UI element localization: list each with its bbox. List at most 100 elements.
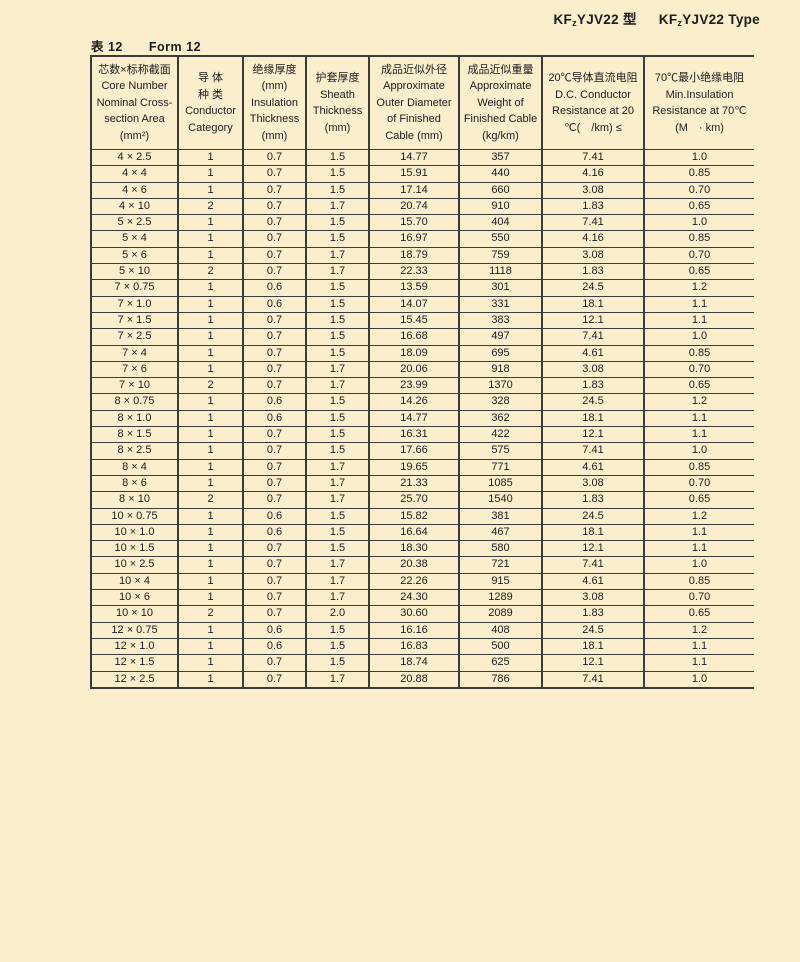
table-cell: 497	[459, 328, 543, 346]
table-cell: 0.6	[243, 410, 307, 428]
table-cell: 0.70	[644, 247, 754, 265]
table-cell: 1.1	[644, 296, 754, 313]
column-header-line: Nominal Cross-	[96, 96, 173, 109]
table-cell: 25.70	[369, 491, 460, 509]
table-cell: 24.5	[542, 393, 645, 411]
column-header-line: (mm)	[261, 129, 288, 142]
column-header-line: 70℃最小绝缘电阻	[654, 72, 745, 84]
table-cell: 1	[178, 410, 244, 428]
table-cell: 8 × 6	[91, 475, 179, 493]
column-header-line: Outer Diameter	[376, 96, 452, 109]
table-cell: 1.5	[306, 345, 370, 362]
column-header-line: 种 类	[197, 88, 224, 101]
table-cell: 18.09	[369, 345, 460, 362]
table-cell: 0.7	[243, 459, 307, 476]
table-cell: 1.5	[306, 393, 370, 411]
table-cell: 0.7	[243, 230, 307, 248]
table-cell: 4 × 10	[91, 198, 179, 216]
table-cell: 1.2	[644, 393, 754, 411]
table-cell: 1.0	[644, 671, 754, 689]
table-cell: 0.70	[644, 182, 754, 199]
table-cell: 24.5	[542, 508, 645, 525]
table-cell: 4.61	[542, 345, 645, 362]
table-row: 10 × 10 2 0.7 2.0 30.60 2089 1.83 0.65	[91, 605, 754, 623]
table-cell: 12.1	[542, 426, 645, 444]
table-cell: 5 × 4	[91, 230, 179, 248]
table-cell: 550	[459, 230, 543, 248]
table-cell: 1	[178, 345, 244, 362]
header-row: 芯数×标称截面 Core Number Nominal Cross-section …	[91, 56, 754, 150]
table-cell: 1.5	[306, 622, 370, 639]
table-cell: 0.7	[243, 605, 307, 623]
table-cell: 8 × 2.5	[91, 442, 179, 460]
table-cell: 10 × 2.5	[91, 556, 179, 574]
table-cell: 1	[178, 459, 244, 476]
table-cell: 1	[178, 556, 244, 574]
table-cell: 1	[178, 638, 244, 656]
table-cell: 0.85	[644, 165, 754, 183]
table-cell: 7 × 1.0	[91, 296, 179, 313]
table-cell: 1.83	[542, 263, 645, 281]
column-header-line: (mm)	[324, 121, 351, 134]
table-cell: 4 × 4	[91, 165, 179, 183]
table-cell: 1.1	[644, 410, 754, 428]
table-cell: 2	[178, 491, 244, 509]
table-cell: 771	[459, 459, 543, 476]
table-cell: 1	[178, 671, 244, 689]
table-cell: 1370	[459, 377, 543, 395]
table-cell: 1.0	[644, 556, 754, 574]
column-header-line: Category	[188, 121, 233, 134]
table-row: 12 × 2.5 1 0.7 1.7 20.88 786 7.41 1.0	[91, 671, 754, 689]
table-cell: 0.85	[644, 459, 754, 476]
table-cell: 0.85	[644, 230, 754, 248]
table-cell: 3.08	[542, 589, 645, 607]
table-cell: 660	[459, 182, 543, 199]
table-cell: 2	[178, 377, 244, 395]
table-cell: 15.45	[369, 312, 460, 330]
table-cell: 7.41	[542, 556, 645, 574]
column-header-line: Finished Cable	[463, 113, 538, 126]
table-cell: 14.77	[369, 410, 460, 428]
table-cell: 3.08	[542, 361, 645, 379]
table-cell: 1.5	[306, 508, 370, 525]
table-cell: 1	[178, 361, 244, 379]
table-cell: 0.65	[644, 491, 754, 509]
table-row: 5 × 6 1 0.7 1.7 18.79 759 3.08 0.70	[91, 247, 754, 265]
table-cell: 7 × 6	[91, 361, 179, 379]
table-cell: 1.2	[644, 622, 754, 639]
table-cell: 328	[459, 393, 543, 411]
table-row: 8 × 2.5 1 0.7 1.5 17.66 575 7.41 1.0	[91, 442, 754, 460]
table-cell: 1.7	[306, 198, 370, 216]
table-cell: 440	[459, 165, 543, 183]
table-cell: 1	[178, 540, 244, 558]
column-header-line: Approximate	[469, 80, 532, 93]
table-cell: 23.99	[369, 377, 460, 395]
table-cell: 16.97	[369, 230, 460, 248]
table-cell: 18.79	[369, 247, 460, 265]
table-cell: 1118	[459, 263, 543, 281]
table-cell: 1	[178, 214, 244, 232]
table-cell: 14.77	[369, 149, 460, 167]
table-cell: 1085	[459, 475, 543, 493]
table-cell: 0.7	[243, 198, 307, 216]
table-cell: 14.26	[369, 393, 460, 411]
table-cell: 14.07	[369, 296, 460, 313]
table-cell: 7.41	[542, 442, 645, 460]
table-row: 4 × 10 2 0.7 1.7 20.74 910 1.83 0.65	[91, 198, 754, 216]
table-row: 8 × 1.0 1 0.6 1.5 14.77 362 18.1 1.1	[91, 410, 754, 428]
table-cell: 1.7	[306, 671, 370, 689]
table-cell: 15.82	[369, 508, 460, 525]
table-cell: 7.41	[542, 214, 645, 232]
table-cell: 1.5	[306, 296, 370, 313]
table-cell: 500	[459, 638, 543, 656]
table-cell: 18.1	[542, 524, 645, 542]
table-caption-cn: 表 12	[91, 40, 123, 54]
table-cell: 1.5	[306, 149, 370, 167]
table-cell: 18.1	[542, 410, 645, 428]
table-cell: 3.08	[542, 247, 645, 265]
table-cell: 467	[459, 524, 543, 542]
table-cell: 1.0	[644, 149, 754, 167]
table-cell: 0.7	[243, 345, 307, 362]
table-cell: 1.1	[644, 540, 754, 558]
